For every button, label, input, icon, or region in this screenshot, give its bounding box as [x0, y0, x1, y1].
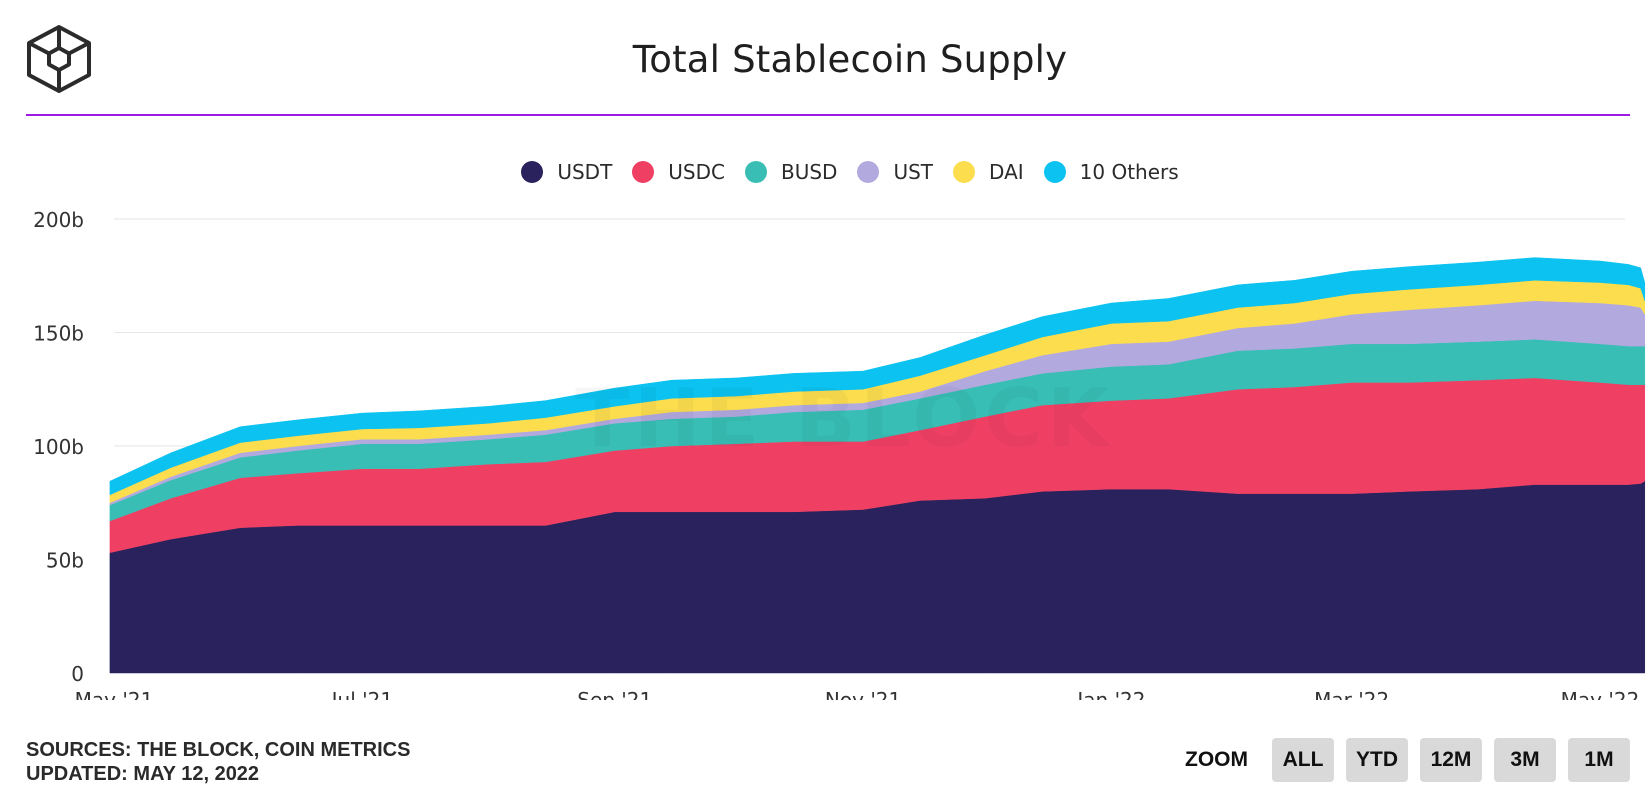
legend-item-dai[interactable]: DAI	[953, 160, 1024, 184]
x-tick-label: Jul '21	[330, 688, 393, 700]
legend-label-dai: DAI	[989, 160, 1024, 184]
legend-swatch-busd	[744, 161, 767, 183]
x-tick-label: Sep '21	[577, 688, 652, 700]
legend-swatch-usdc	[632, 161, 655, 183]
legend-label-ust: UST	[893, 160, 934, 184]
legend-item-busd[interactable]: BUSD	[744, 160, 838, 184]
legend-item-ust[interactable]: UST	[857, 160, 933, 184]
x-tick-label: Nov '21	[825, 688, 901, 700]
legend-swatch-others	[1043, 161, 1066, 183]
title-divider	[26, 114, 1630, 116]
legend-swatch-usdt	[521, 161, 544, 183]
y-tick-label: 150b	[33, 322, 84, 346]
area-series-10-others	[109, 257, 1646, 496]
zoom-label: ZOOM	[1185, 748, 1248, 771]
updated-text: UPDATED: MAY 12, 2022	[26, 763, 260, 785]
zoom-3m-button[interactable]: 3M	[1494, 738, 1556, 782]
zoom-1m-button[interactable]: 1M	[1568, 738, 1630, 782]
legend-item-others[interactable]: 10 Others	[1043, 160, 1179, 184]
chart-legend: USDT USDC BUSD UST DAI 10 Others	[0, 156, 1652, 188]
chart-footer: SOURCES: THE BLOCK, COIN METRICS UPDATED…	[26, 738, 410, 786]
x-tick-label: Mar '22	[1314, 688, 1389, 700]
zoom-all-button[interactable]: ALL	[1272, 738, 1334, 782]
legend-label-busd: BUSD	[780, 160, 838, 184]
x-tick-label: May '21	[75, 688, 154, 700]
y-tick-label: 0	[71, 662, 84, 686]
legend-item-usdc[interactable]: USDC	[632, 160, 725, 184]
x-tick-label: Jan '22	[1075, 688, 1145, 700]
the-block-logo-icon	[26, 24, 92, 94]
legend-item-usdt[interactable]: USDT	[521, 160, 612, 184]
legend-label-usdc: USDC	[668, 160, 725, 184]
legend-swatch-dai	[953, 161, 976, 183]
legend-label-others: 10 Others	[1079, 160, 1179, 184]
x-tick-label: May '22	[1561, 688, 1640, 700]
zoom-12m-button[interactable]: 12M	[1420, 738, 1482, 782]
legend-label-usdt: USDT	[557, 160, 613, 184]
y-tick-label: 100b	[33, 435, 84, 459]
sources-text: SOURCES: THE BLOCK, COIN METRICS	[26, 739, 411, 761]
chart-title: Total Stablecoin Supply	[632, 38, 1068, 81]
stacked-area-chart: 0 50b 100b 150b 200b May '21 Jul '21 Sep '21 Nov…	[33, 208, 1646, 700]
zoom-controls: ZOOM ALL YTD 12M 3M 1M	[1185, 738, 1630, 782]
legend-swatch-ust	[857, 161, 880, 183]
zoom-ytd-button[interactable]: YTD	[1346, 738, 1408, 782]
y-tick-label: 50b	[46, 549, 84, 573]
y-tick-label: 200b	[33, 208, 84, 232]
